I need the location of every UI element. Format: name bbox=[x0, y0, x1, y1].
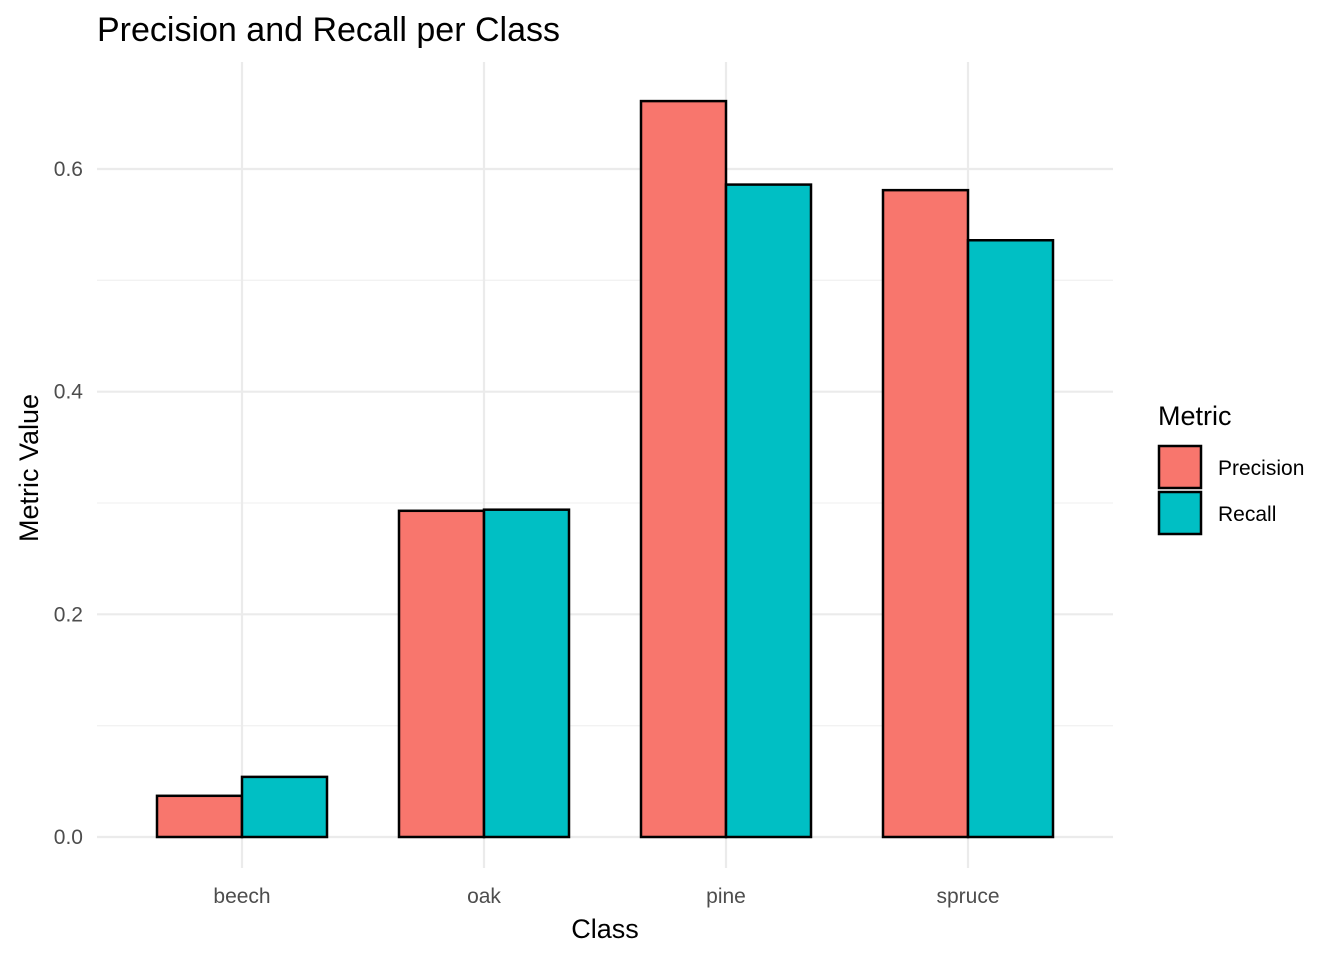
legend-key-recall bbox=[1157, 490, 1203, 536]
x-tick-label: spruce bbox=[936, 885, 999, 908]
bar-precision-spruce bbox=[881, 188, 970, 839]
bar-recall-beech bbox=[240, 775, 329, 839]
legend-title: Metric bbox=[1158, 401, 1232, 431]
y-tick-label: 0.2 bbox=[54, 603, 83, 626]
x-axis-title: Class bbox=[571, 914, 639, 944]
bar-precision-beech bbox=[155, 794, 244, 839]
y-tick-label: 0.4 bbox=[54, 381, 84, 404]
y-axis-title: Metric Value bbox=[14, 394, 44, 542]
bar-recall-pine bbox=[724, 183, 813, 839]
legend: Metric Precision Recall bbox=[1157, 401, 1304, 536]
chart-title: Precision and Recall per Class bbox=[97, 11, 560, 49]
x-axis-ticks: beech oak pine spruce bbox=[213, 885, 999, 908]
x-tick-label: pine bbox=[706, 885, 746, 908]
x-tick-label: oak bbox=[467, 885, 501, 908]
bar-recall-spruce bbox=[966, 239, 1055, 839]
y-axis-ticks: 0.0 0.2 0.4 0.6 bbox=[54, 158, 84, 849]
bar-precision-oak bbox=[397, 509, 486, 839]
legend-label-precision: Precision bbox=[1218, 457, 1304, 480]
y-tick-label: 0.6 bbox=[54, 158, 83, 181]
bar-recall-oak bbox=[482, 508, 571, 839]
bar-precision-pine bbox=[639, 99, 728, 839]
x-tick-label: beech bbox=[213, 885, 270, 908]
legend-label-recall: Recall bbox=[1218, 503, 1276, 526]
bars bbox=[155, 99, 1055, 839]
legend-key-precision bbox=[1157, 444, 1203, 490]
y-tick-label: 0.0 bbox=[54, 826, 83, 849]
